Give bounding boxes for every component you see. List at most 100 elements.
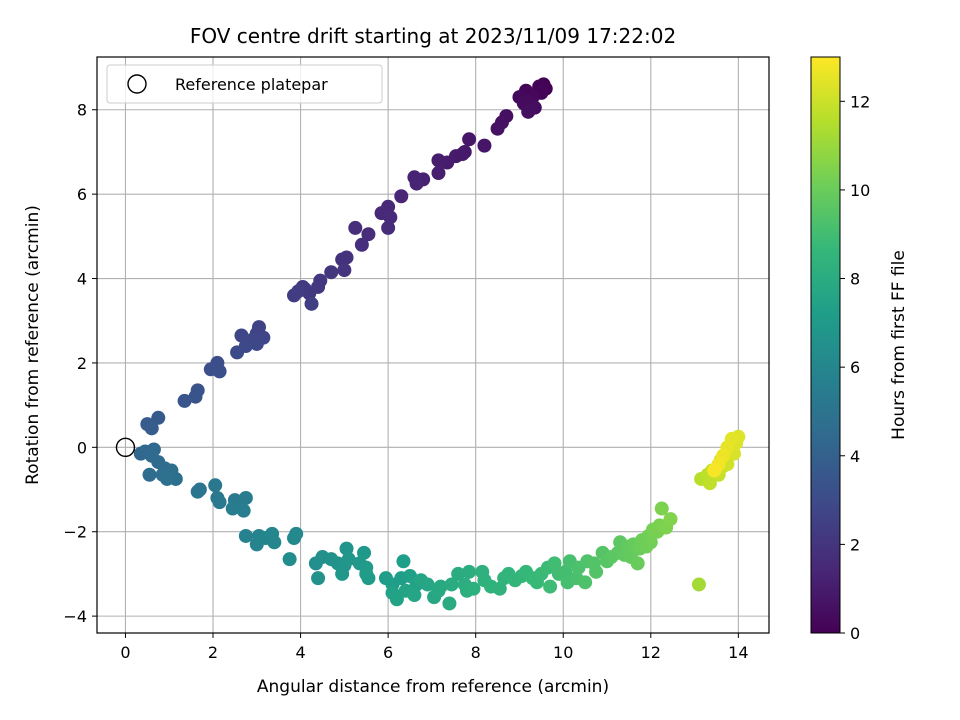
data-point	[238, 490, 253, 505]
data-point	[357, 545, 372, 560]
data-point	[431, 166, 446, 181]
colorbar-tick-label: 0	[850, 624, 860, 643]
data-point	[212, 495, 227, 510]
reference-point-marker	[115, 437, 136, 458]
y-tick-label: 6	[77, 185, 87, 204]
data-point	[702, 476, 717, 491]
colorbar-tick-label: 2	[850, 535, 860, 554]
data-point	[144, 421, 159, 436]
legend-entry-reference: Reference platepar	[175, 75, 328, 94]
x-tick-label: 8	[471, 643, 481, 662]
data-point	[160, 471, 175, 486]
data-point	[151, 410, 166, 425]
data-point	[521, 104, 536, 119]
data-point	[335, 252, 350, 267]
data-point	[451, 566, 466, 581]
data-point	[707, 463, 722, 478]
data-point	[691, 577, 706, 592]
y-tick-label: −2	[63, 523, 87, 542]
data-point	[442, 596, 457, 611]
data-point	[188, 389, 203, 404]
y-axis-ticks: −4 −2 0 2 4 6 8	[63, 101, 97, 626]
data-point	[192, 482, 207, 497]
data-point	[324, 265, 339, 280]
data-point	[431, 153, 446, 168]
data-point	[477, 138, 492, 153]
y-tick-label: 4	[77, 270, 87, 289]
x-tick-label: 10	[553, 643, 573, 662]
data-point	[462, 564, 477, 579]
data-point	[409, 176, 424, 191]
data-point	[547, 556, 562, 571]
x-axis-label: Angular distance from reference (arcmin)	[257, 677, 609, 697]
data-point	[230, 345, 245, 360]
data-point	[341, 552, 356, 567]
colorbar-tick-label: 12	[850, 92, 870, 111]
data-point	[466, 581, 481, 596]
y-axis-label: Rotation from reference (arcmin)	[23, 205, 43, 485]
colorbar	[811, 57, 840, 633]
data-points	[133, 77, 746, 611]
colorbar-frame	[810, 56, 841, 634]
data-point	[304, 296, 319, 311]
plot-frame	[96, 56, 770, 634]
colorbar-label: Hours from first FF file	[889, 250, 909, 440]
data-point	[339, 541, 354, 556]
data-point	[394, 189, 409, 204]
x-tick-label: 14	[728, 643, 748, 662]
data-point	[311, 571, 326, 586]
data-point	[396, 554, 411, 569]
data-point	[361, 227, 376, 242]
data-point	[492, 581, 507, 596]
data-point	[462, 132, 477, 147]
x-tick-label: 6	[383, 643, 393, 662]
chart-title: FOV centre drift starting at 2023/11/09 …	[190, 24, 676, 48]
data-point	[420, 577, 435, 592]
legend-box	[106, 64, 383, 104]
colorbar-tick-label: 8	[850, 270, 860, 289]
x-tick-label: 0	[120, 643, 130, 662]
data-point	[234, 328, 249, 343]
legend: Reference platepar	[106, 64, 383, 104]
data-point	[543, 579, 558, 594]
y-tick-label: 0	[77, 438, 87, 457]
data-point	[212, 364, 227, 379]
x-axis-ticks: 0 2 4 6 8 10 12 14	[120, 633, 749, 662]
data-point	[643, 535, 658, 550]
data-point	[287, 531, 302, 546]
data-point	[654, 501, 669, 516]
data-point	[337, 263, 352, 278]
data-point	[407, 588, 422, 603]
data-point	[238, 528, 253, 543]
colorbar-tick-label: 4	[850, 447, 860, 466]
colorbar-ticks: 0 2 4 6 8 10 12	[840, 92, 870, 643]
y-tick-label: 8	[77, 101, 87, 120]
x-tick-label: 4	[295, 643, 305, 662]
data-point	[335, 566, 350, 581]
data-point	[249, 336, 264, 351]
data-point	[433, 579, 448, 594]
y-tick-label: 2	[77, 354, 87, 373]
data-point	[359, 566, 374, 581]
data-point	[578, 575, 593, 590]
data-point	[389, 592, 404, 607]
colorbar-tick-label: 6	[850, 358, 860, 377]
colorbar-tick-label: 10	[850, 181, 870, 200]
data-point	[236, 503, 251, 518]
data-point	[589, 564, 604, 579]
data-point	[282, 552, 297, 567]
legend-marker-icon	[127, 74, 147, 94]
data-point	[348, 220, 363, 235]
data-point	[383, 210, 398, 225]
data-point	[354, 237, 369, 252]
data-point	[225, 501, 240, 516]
data-point	[142, 467, 157, 482]
data-point	[177, 393, 192, 408]
data-point	[490, 121, 505, 136]
data-point	[267, 535, 282, 550]
data-point	[558, 564, 573, 579]
y-tick-label: −4	[63, 607, 87, 626]
data-point	[208, 478, 223, 493]
